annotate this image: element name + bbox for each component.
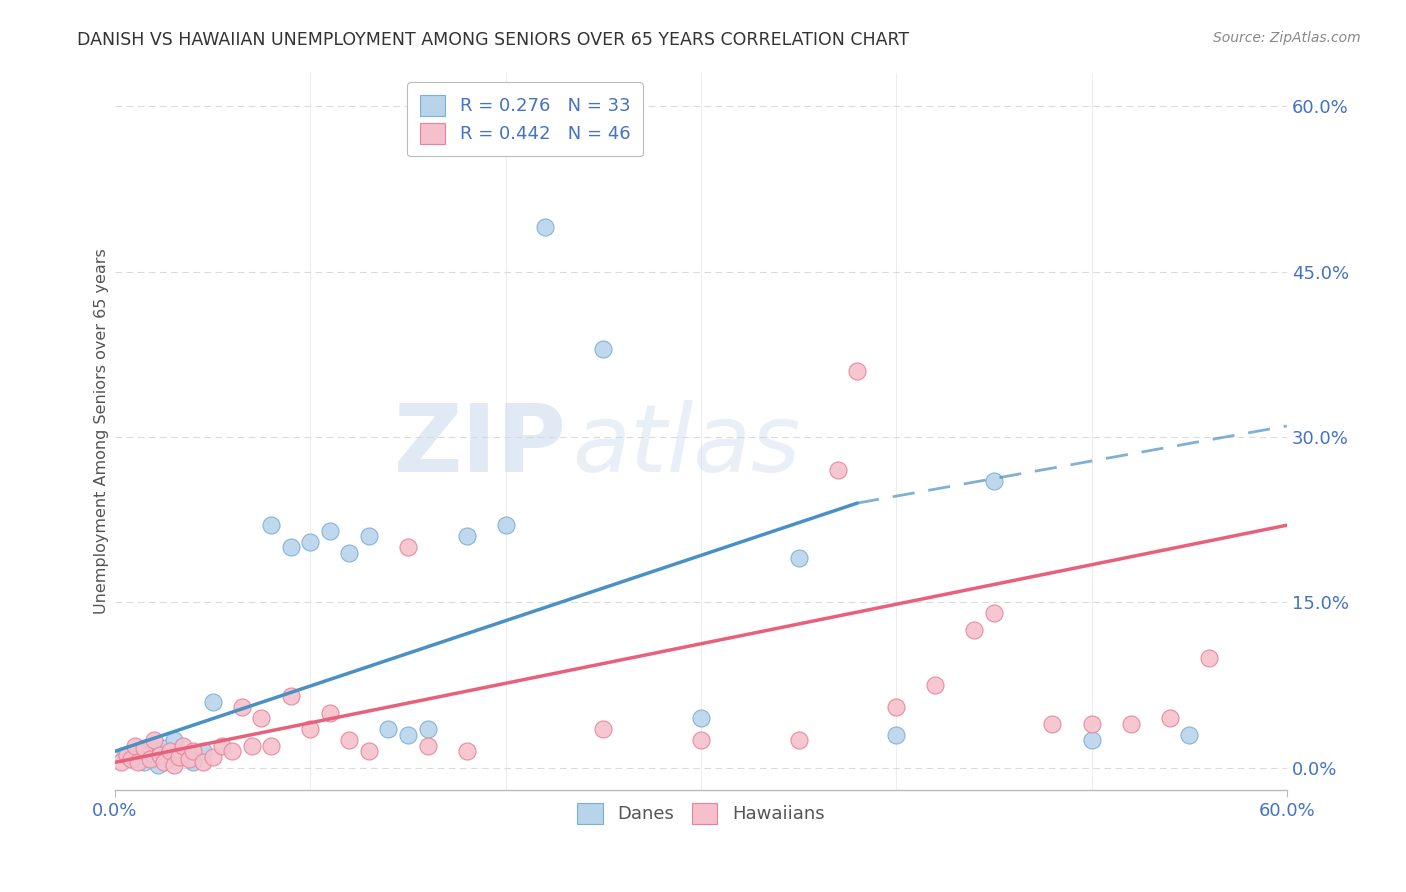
Point bbox=[260, 739, 283, 753]
Y-axis label: Unemployment Among Seniors over 65 years: Unemployment Among Seniors over 65 years bbox=[94, 249, 108, 615]
Point bbox=[211, 739, 233, 753]
Point bbox=[592, 723, 614, 737]
Point bbox=[149, 747, 172, 762]
Point bbox=[416, 739, 439, 753]
Point bbox=[337, 733, 360, 747]
Point bbox=[1198, 650, 1220, 665]
Point bbox=[280, 541, 302, 555]
Point bbox=[377, 723, 399, 737]
Point bbox=[162, 733, 184, 747]
Point bbox=[1080, 716, 1102, 731]
Point bbox=[201, 749, 224, 764]
Point bbox=[787, 733, 810, 747]
Point bbox=[456, 744, 478, 758]
Point bbox=[115, 747, 138, 762]
Point bbox=[846, 364, 869, 378]
Point bbox=[139, 739, 162, 753]
Point bbox=[143, 733, 166, 747]
Point bbox=[134, 756, 156, 770]
Point bbox=[114, 747, 136, 762]
Point bbox=[1080, 733, 1102, 747]
Point bbox=[134, 741, 156, 756]
Point bbox=[221, 744, 243, 758]
Point bbox=[159, 752, 181, 766]
Point bbox=[250, 711, 273, 725]
Point bbox=[124, 739, 146, 753]
Point bbox=[319, 524, 342, 538]
Point bbox=[299, 534, 322, 549]
Text: ZIP: ZIP bbox=[394, 400, 567, 491]
Point bbox=[231, 700, 253, 714]
Point bbox=[169, 749, 191, 764]
Point bbox=[396, 541, 419, 555]
Text: atlas: atlas bbox=[572, 401, 800, 491]
Point bbox=[260, 518, 283, 533]
Point bbox=[201, 695, 224, 709]
Point bbox=[357, 744, 380, 758]
Point bbox=[319, 706, 342, 720]
Point bbox=[159, 744, 181, 758]
Point bbox=[146, 757, 169, 772]
Point bbox=[456, 529, 478, 543]
Point bbox=[181, 756, 204, 770]
Point bbox=[1119, 716, 1142, 731]
Point bbox=[240, 739, 263, 753]
Point bbox=[280, 689, 302, 703]
Point bbox=[143, 749, 166, 764]
Point bbox=[337, 546, 360, 560]
Point bbox=[416, 723, 439, 737]
Point bbox=[110, 756, 132, 770]
Point bbox=[181, 744, 204, 758]
Point bbox=[963, 623, 986, 637]
Point bbox=[884, 728, 907, 742]
Point bbox=[120, 752, 142, 766]
Point bbox=[924, 678, 946, 692]
Point bbox=[172, 739, 194, 753]
Point bbox=[827, 463, 849, 477]
Point bbox=[172, 747, 194, 762]
Text: DANISH VS HAWAIIAN UNEMPLOYMENT AMONG SENIORS OVER 65 YEARS CORRELATION CHART: DANISH VS HAWAIIAN UNEMPLOYMENT AMONG SE… bbox=[77, 31, 910, 49]
Point bbox=[357, 529, 380, 543]
Point bbox=[191, 744, 214, 758]
Point bbox=[299, 723, 322, 737]
Point bbox=[787, 551, 810, 566]
Point bbox=[124, 752, 146, 766]
Point bbox=[396, 728, 419, 742]
Point bbox=[690, 733, 713, 747]
Point bbox=[191, 756, 214, 770]
Text: Source: ZipAtlas.com: Source: ZipAtlas.com bbox=[1213, 31, 1361, 45]
Point bbox=[127, 744, 149, 758]
Point bbox=[153, 756, 176, 770]
Point bbox=[983, 607, 1005, 621]
Point bbox=[162, 757, 184, 772]
Point bbox=[1042, 716, 1064, 731]
Point bbox=[884, 700, 907, 714]
Legend: Danes, Hawaiians: Danes, Hawaiians bbox=[567, 792, 835, 835]
Point bbox=[139, 752, 162, 766]
Point bbox=[179, 752, 201, 766]
Point bbox=[533, 220, 555, 235]
Point bbox=[690, 711, 713, 725]
Point bbox=[1159, 711, 1181, 725]
Point bbox=[153, 741, 176, 756]
Point bbox=[495, 518, 517, 533]
Point bbox=[592, 342, 614, 356]
Point bbox=[1178, 728, 1201, 742]
Point bbox=[127, 756, 149, 770]
Point bbox=[983, 474, 1005, 488]
